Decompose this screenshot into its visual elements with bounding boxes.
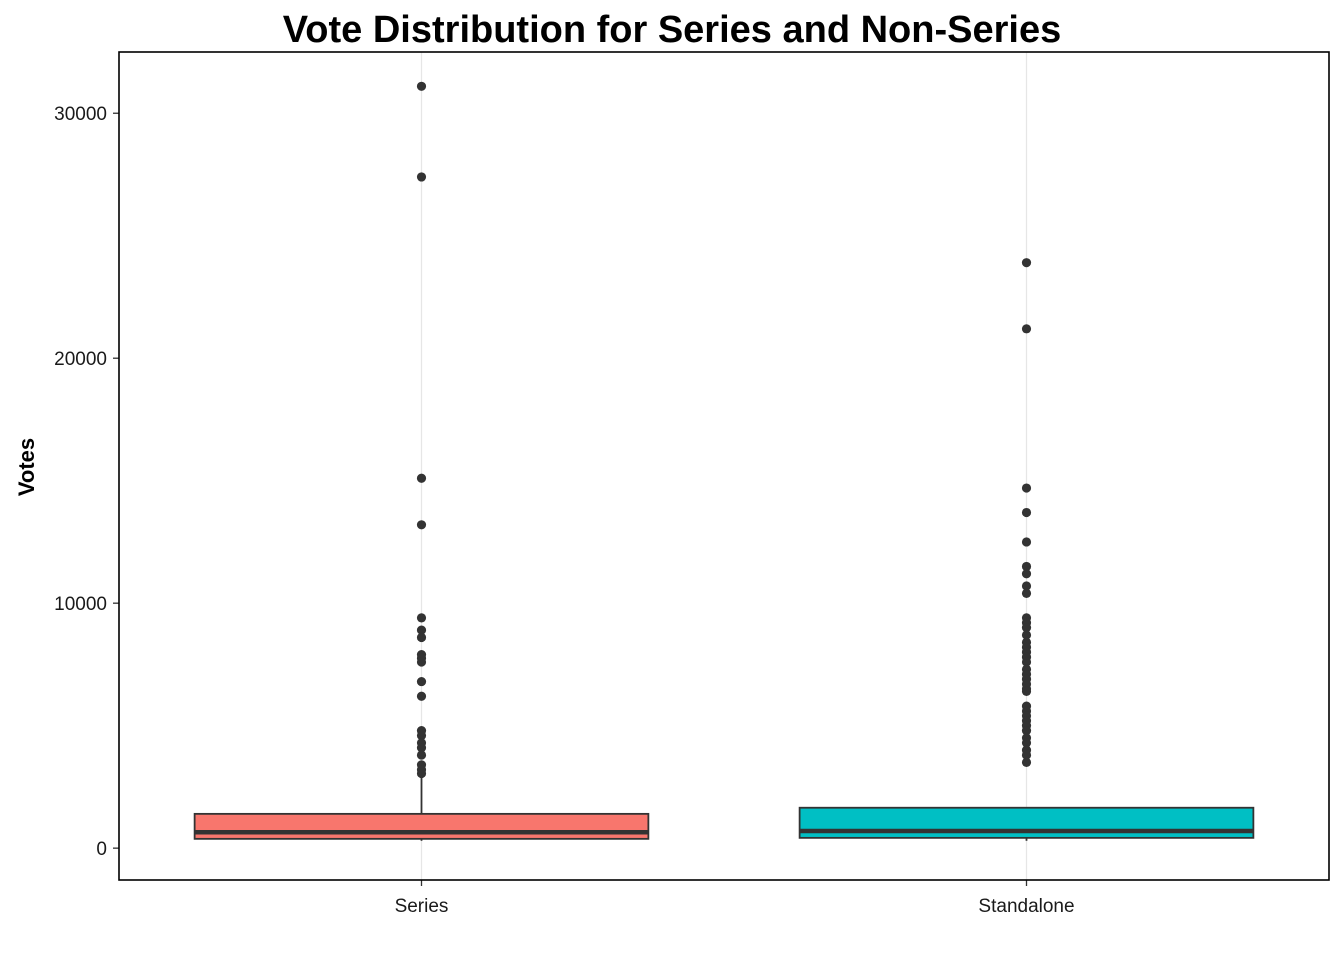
outlier-point — [1021, 686, 1032, 696]
outlier-point — [1021, 507, 1032, 518]
outlier-point — [1021, 258, 1032, 268]
boxes — [193, 81, 1255, 841]
plot-border — [118, 51, 1330, 881]
outlier-point — [1021, 581, 1032, 591]
outlier-point — [1021, 750, 1032, 760]
outlier-point — [1021, 324, 1032, 334]
outlier-point — [416, 632, 427, 643]
outlier-point — [1021, 630, 1032, 640]
outlier-point — [416, 625, 427, 635]
outlier-point — [416, 613, 427, 623]
box — [798, 806, 1255, 839]
outlier-point — [1021, 569, 1032, 579]
outlier-point — [1021, 738, 1032, 748]
y-tick-label: 20000 — [54, 349, 107, 370]
outlier-point — [1021, 757, 1032, 768]
outlier-point — [1021, 483, 1032, 493]
outlier-point — [416, 676, 427, 687]
box — [193, 812, 650, 840]
outlier-point — [1021, 657, 1032, 667]
outlier-point — [416, 81, 427, 91]
outlier-point — [1021, 537, 1032, 547]
x-axis: Series Standalone — [395, 880, 1075, 917]
y-tick-label: 0 — [96, 839, 107, 860]
x-tick-label: Series — [395, 896, 449, 917]
outlier-point — [1021, 561, 1032, 572]
x-tick-label: Standalone — [978, 896, 1074, 917]
outlier-point — [416, 520, 427, 530]
y-tick-label: 10000 — [54, 594, 107, 615]
y-axis-label: Votes — [14, 438, 39, 496]
y-tick-label: 30000 — [54, 104, 107, 125]
outlier-point — [416, 691, 427, 701]
outlier-point — [416, 172, 427, 182]
outlier-point — [416, 750, 427, 760]
box-group-series — [193, 81, 650, 841]
outlier-point — [416, 768, 427, 779]
outlier-point — [1021, 588, 1032, 598]
box-group-standalone — [798, 258, 1255, 841]
gridlines — [420, 52, 1028, 880]
outlier-point — [416, 657, 427, 667]
outlier-point — [416, 473, 427, 483]
outlier-point — [416, 730, 427, 741]
outlier-point — [416, 743, 427, 753]
y-axis: 0 10000 20000 30000 — [54, 104, 119, 860]
chart-title: Vote Distribution for Series and Non-Ser… — [283, 9, 1061, 51]
outlier-point — [1021, 623, 1032, 633]
outlier-point — [1021, 725, 1032, 736]
